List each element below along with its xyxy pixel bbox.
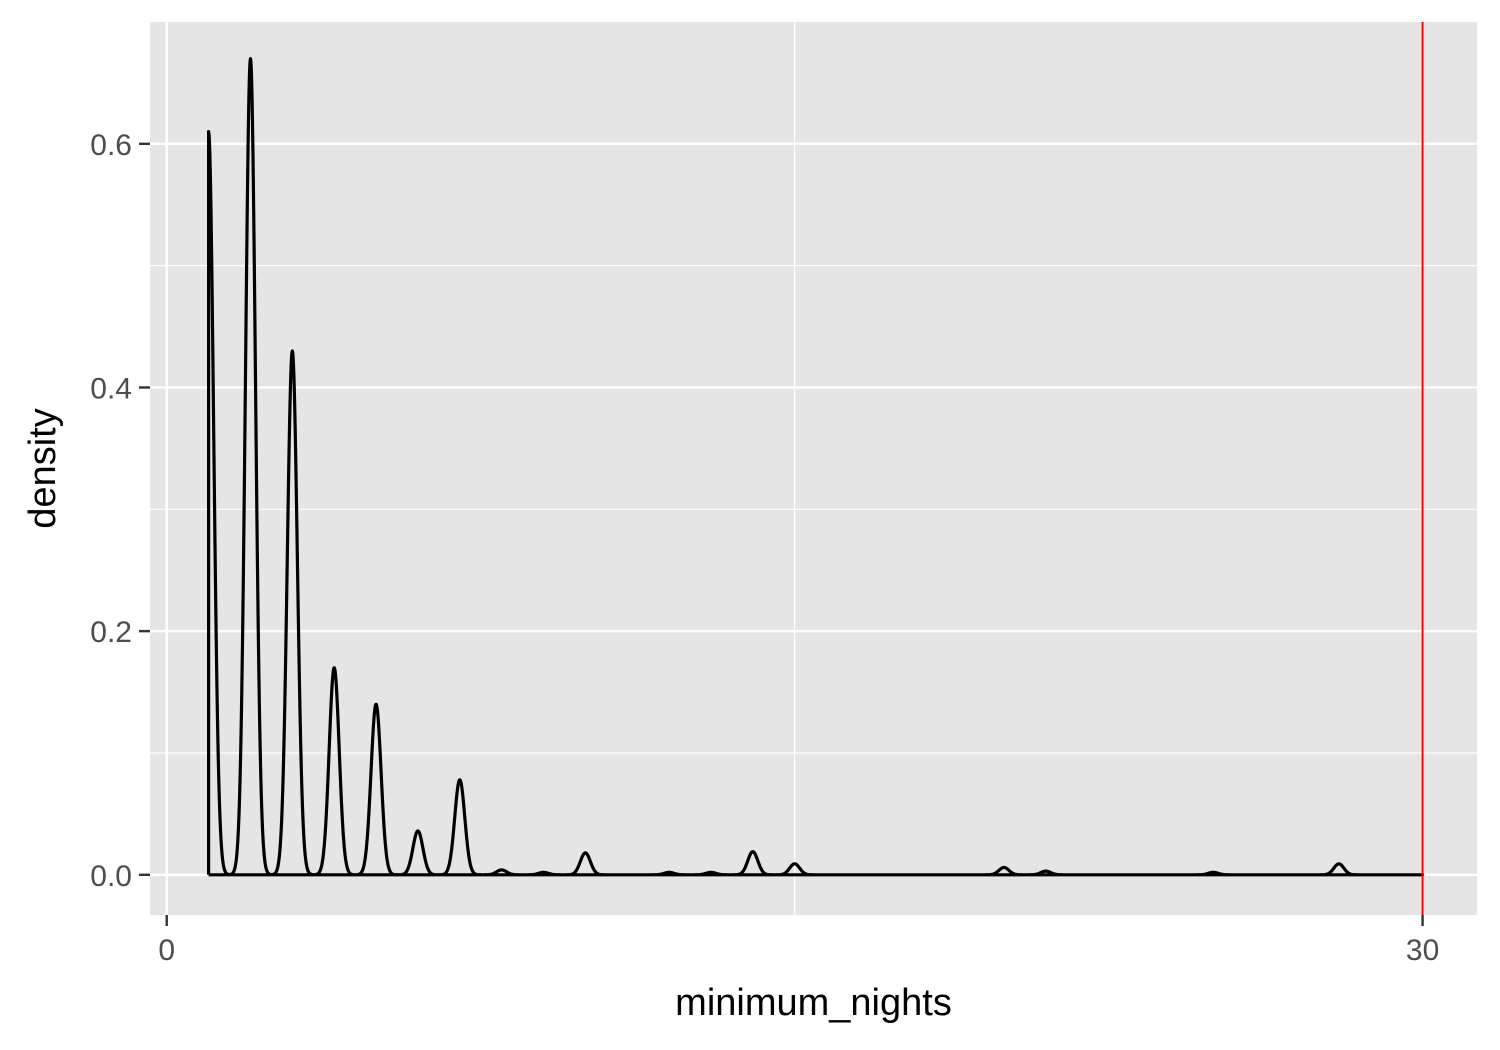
density-curve xyxy=(207,56,1425,877)
y-tick-label: 0.6 xyxy=(90,129,132,162)
x-tick-label: 0 xyxy=(158,934,175,967)
y-axis: 0.0 0.2 0.4 0.6 xyxy=(90,129,150,893)
y-axis-title: density xyxy=(22,408,64,528)
x-axis-title: minimum_nights xyxy=(675,982,952,1024)
panel-background xyxy=(150,22,1477,915)
y-tick-label: 0.0 xyxy=(90,860,132,893)
y-tick-label: 0.4 xyxy=(90,372,132,405)
x-tick-label: 30 xyxy=(1406,934,1439,967)
x-axis: 0 30 xyxy=(158,915,1439,967)
y-tick-label: 0.2 xyxy=(90,616,132,649)
